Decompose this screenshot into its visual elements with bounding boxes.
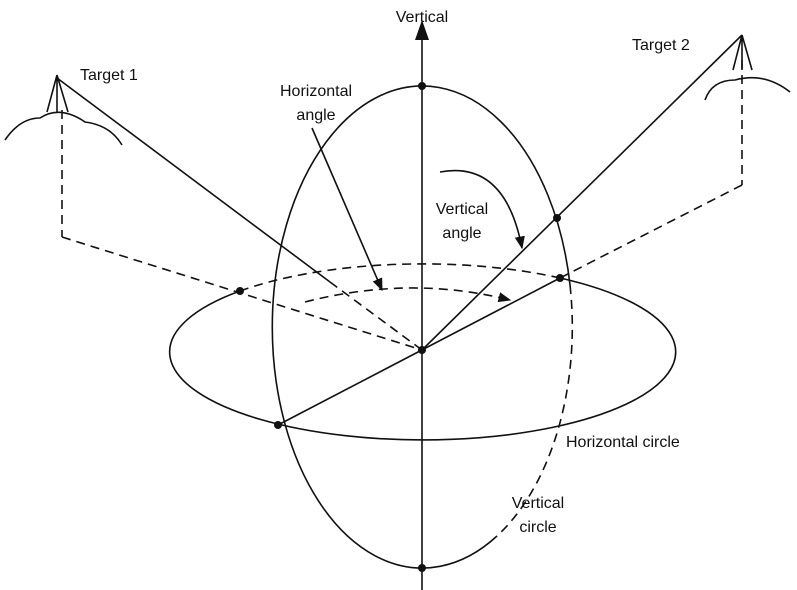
label: angle <box>296 107 335 124</box>
point <box>236 287 244 295</box>
sight-line-2 <box>421 34 743 351</box>
horizontal-angle-pointer <box>311 127 383 292</box>
label: angle <box>442 225 481 242</box>
point <box>556 274 564 282</box>
horizontal-angle-arc <box>304 287 512 303</box>
sight-line-1 <box>56 77 331 283</box>
axis-arrow <box>415 20 429 40</box>
projection-2 <box>559 184 743 279</box>
point <box>418 346 426 354</box>
sight-line-1-dashed <box>329 281 423 351</box>
point <box>418 82 426 90</box>
label: Target 1 <box>80 67 138 84</box>
target-1-hill <box>4 111 123 146</box>
target-2-tripod <box>732 34 753 71</box>
label: Vertical <box>396 9 448 26</box>
vertical-circle-front <box>271 85 571 569</box>
horizontal-circle-front <box>168 277 677 441</box>
label: Vertical <box>436 201 488 218</box>
point <box>274 421 282 429</box>
target-1-tripod <box>46 74 69 113</box>
label: Horizontal circle <box>566 434 680 451</box>
point <box>553 214 561 222</box>
target-2-hill <box>704 76 791 101</box>
label: Horizontal <box>280 83 352 100</box>
geometry <box>4 20 791 590</box>
label: Vertical <box>512 495 564 512</box>
point <box>418 564 426 572</box>
vertical-angle-arc <box>439 169 525 250</box>
horizontal-circle-back <box>239 263 561 292</box>
label: circle <box>519 519 556 536</box>
label: Target 2 <box>632 37 690 54</box>
